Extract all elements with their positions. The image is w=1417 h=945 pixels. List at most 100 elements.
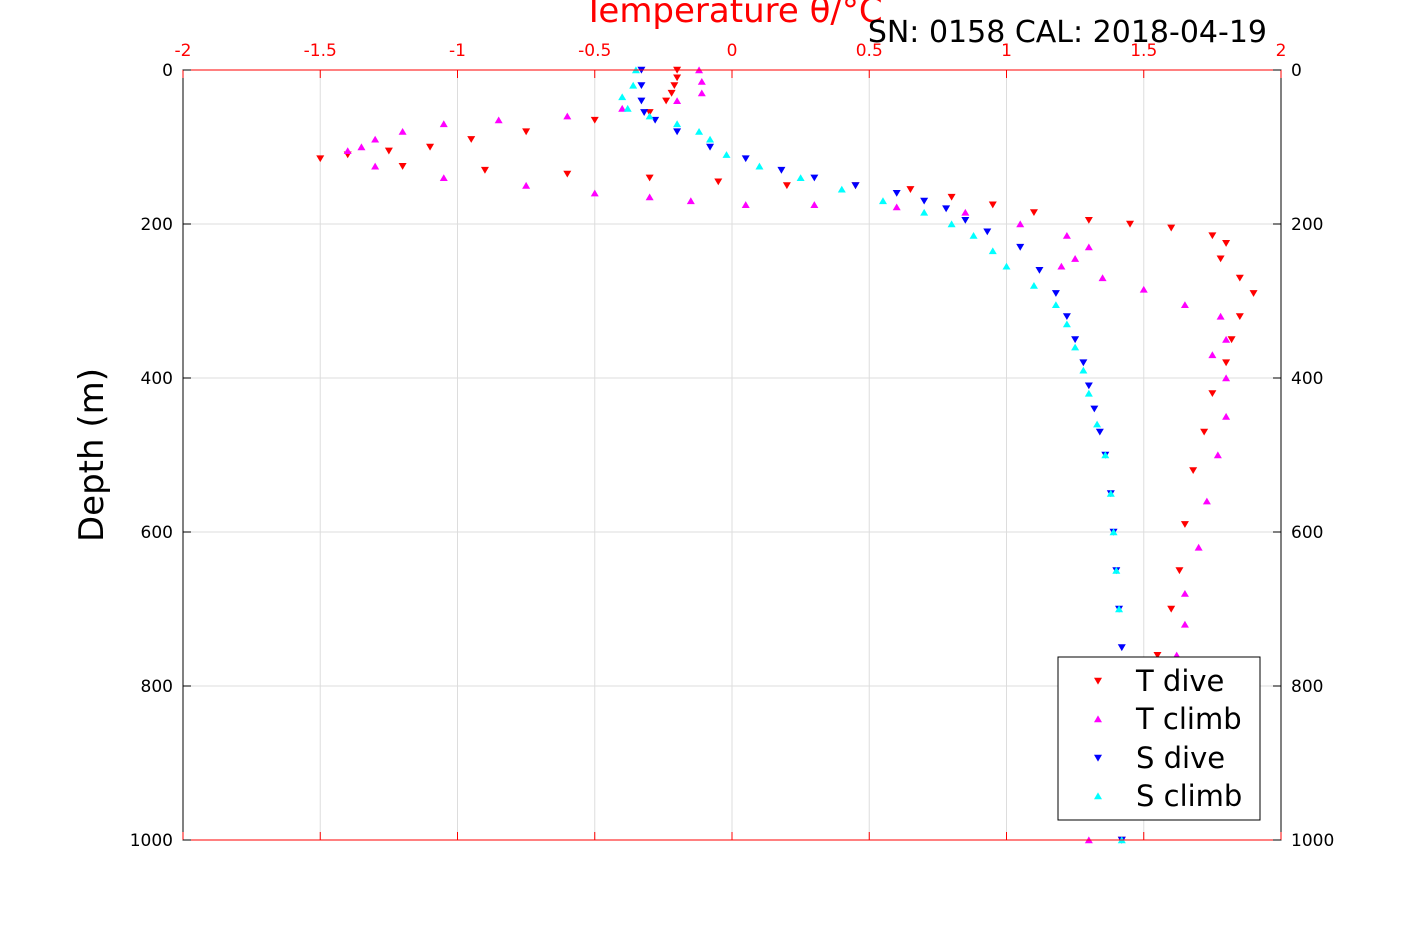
t-climb-point bbox=[439, 174, 448, 181]
y-tick-label-right: 1000 bbox=[1291, 831, 1334, 851]
t-dive-point bbox=[522, 128, 531, 136]
s-climb-point bbox=[629, 81, 638, 89]
t-dive-point bbox=[316, 155, 325, 163]
t-dive-point bbox=[1200, 428, 1209, 436]
s-climb-point bbox=[1084, 389, 1093, 397]
t-climb-point bbox=[1057, 262, 1066, 270]
s-climb-point bbox=[920, 208, 929, 216]
x-tick-label: 2 bbox=[1276, 41, 1287, 61]
legend-box bbox=[1057, 656, 1261, 821]
t-climb-point bbox=[697, 89, 706, 97]
t-climb-point bbox=[1180, 301, 1189, 309]
s-climb-point bbox=[645, 112, 654, 120]
s-dive-point bbox=[851, 182, 860, 190]
t-dive-point bbox=[1189, 467, 1198, 474]
s-dive-point bbox=[920, 197, 929, 205]
t-climb-point bbox=[961, 208, 970, 216]
s-dive-point bbox=[637, 82, 646, 89]
t-dive-point bbox=[384, 147, 393, 155]
t-dive-point bbox=[667, 89, 676, 97]
s-climb-point bbox=[1071, 343, 1080, 351]
t-dive-point bbox=[1167, 605, 1176, 613]
s-climb-point bbox=[1115, 605, 1124, 613]
x-axis-ticks: -2 -1.5 -1 -0.5 0 0.5 1 1.5 2 bbox=[175, 41, 1287, 840]
x-tick-label: 1 bbox=[1001, 41, 1012, 61]
t-climb-point bbox=[1084, 243, 1093, 251]
t-dive-point bbox=[1222, 359, 1231, 367]
t-dive-point bbox=[1249, 290, 1258, 297]
legend-marker bbox=[1094, 792, 1102, 800]
s-climb-point bbox=[796, 174, 805, 181]
t-dive-point bbox=[1235, 274, 1244, 282]
y-tick-label-left: 400 bbox=[141, 369, 173, 389]
s-dive-point bbox=[1016, 243, 1025, 251]
t-climb-point bbox=[371, 135, 380, 143]
t-dive-point bbox=[1175, 567, 1184, 575]
legend-items: T dive T climb S dive S climb bbox=[1094, 664, 1242, 813]
t-climb-point bbox=[1180, 620, 1189, 628]
y-tick-label-left: 1000 bbox=[130, 831, 173, 851]
t-climb-point bbox=[618, 104, 627, 112]
s-dive-point bbox=[810, 174, 819, 182]
s-climb-point bbox=[695, 128, 704, 135]
s-climb-point bbox=[1051, 301, 1060, 309]
s-climb-point bbox=[755, 162, 764, 170]
s-climb-point bbox=[1079, 366, 1088, 374]
t-dive-point bbox=[563, 170, 572, 178]
s-dive-point bbox=[1079, 359, 1088, 367]
t-dive-point bbox=[1029, 209, 1038, 217]
s-climb-point bbox=[1062, 320, 1071, 328]
t-climb-point bbox=[1071, 255, 1080, 262]
x-tick-label: 0 bbox=[727, 41, 738, 61]
s-climb-point bbox=[1002, 262, 1011, 270]
t-climb-point bbox=[1222, 335, 1231, 343]
s-dive-point bbox=[1035, 267, 1044, 274]
t-climb-point bbox=[1222, 412, 1231, 420]
x-tick-label: -0.5 bbox=[578, 41, 611, 61]
t-climb-point bbox=[343, 147, 352, 155]
y-tick-label-left: 200 bbox=[141, 215, 173, 235]
t-climb-point bbox=[697, 77, 706, 85]
t-dive-point bbox=[947, 193, 956, 201]
t-dive-point bbox=[1216, 255, 1225, 263]
t-dive-point bbox=[1208, 390, 1217, 397]
s-dive-point bbox=[1084, 382, 1093, 390]
y-tick-label-left: 600 bbox=[141, 523, 173, 543]
x-tick-label: -1.5 bbox=[304, 41, 337, 61]
x-tick-label: 1.5 bbox=[1130, 41, 1157, 61]
s-dive-point bbox=[892, 190, 901, 197]
y-tick-label-right: 200 bbox=[1291, 215, 1323, 235]
s-dive-point bbox=[1095, 428, 1104, 436]
s-dive-point bbox=[942, 205, 951, 213]
t-dive-point bbox=[906, 186, 915, 193]
legend-label: S dive bbox=[1136, 741, 1225, 775]
s-dive-point bbox=[1117, 644, 1126, 652]
x-tick-label: -1 bbox=[449, 41, 466, 61]
s-climb-point bbox=[722, 151, 731, 158]
s-dive-point bbox=[1090, 405, 1099, 413]
t-climb-point bbox=[1208, 351, 1217, 359]
t-climb-point bbox=[892, 203, 901, 211]
t-climb-point bbox=[1194, 543, 1203, 551]
s-climb-point bbox=[878, 197, 887, 205]
t-dive-point bbox=[645, 174, 654, 182]
s-climb-point bbox=[618, 93, 627, 101]
s-climb-point bbox=[988, 247, 997, 255]
legend-label: T climb bbox=[1135, 702, 1242, 736]
s-climb-point bbox=[837, 185, 846, 193]
y-tick-label-left: 0 bbox=[162, 61, 173, 81]
t-climb-point bbox=[1016, 220, 1025, 228]
t-dive-point bbox=[1167, 224, 1176, 232]
s-climb-point bbox=[1029, 282, 1038, 289]
t-dive-point bbox=[467, 136, 476, 143]
t-climb-point bbox=[522, 181, 531, 189]
t-climb-point bbox=[1213, 451, 1222, 459]
t-dive-point bbox=[426, 143, 435, 151]
s-dive-point bbox=[706, 143, 715, 151]
t-dive-point bbox=[1084, 216, 1093, 224]
t-climb-point bbox=[371, 162, 380, 170]
legend-marker bbox=[1094, 715, 1102, 723]
s-dive-point bbox=[637, 97, 646, 105]
s-dive-point bbox=[983, 228, 992, 236]
s-climb-point bbox=[1093, 420, 1102, 428]
